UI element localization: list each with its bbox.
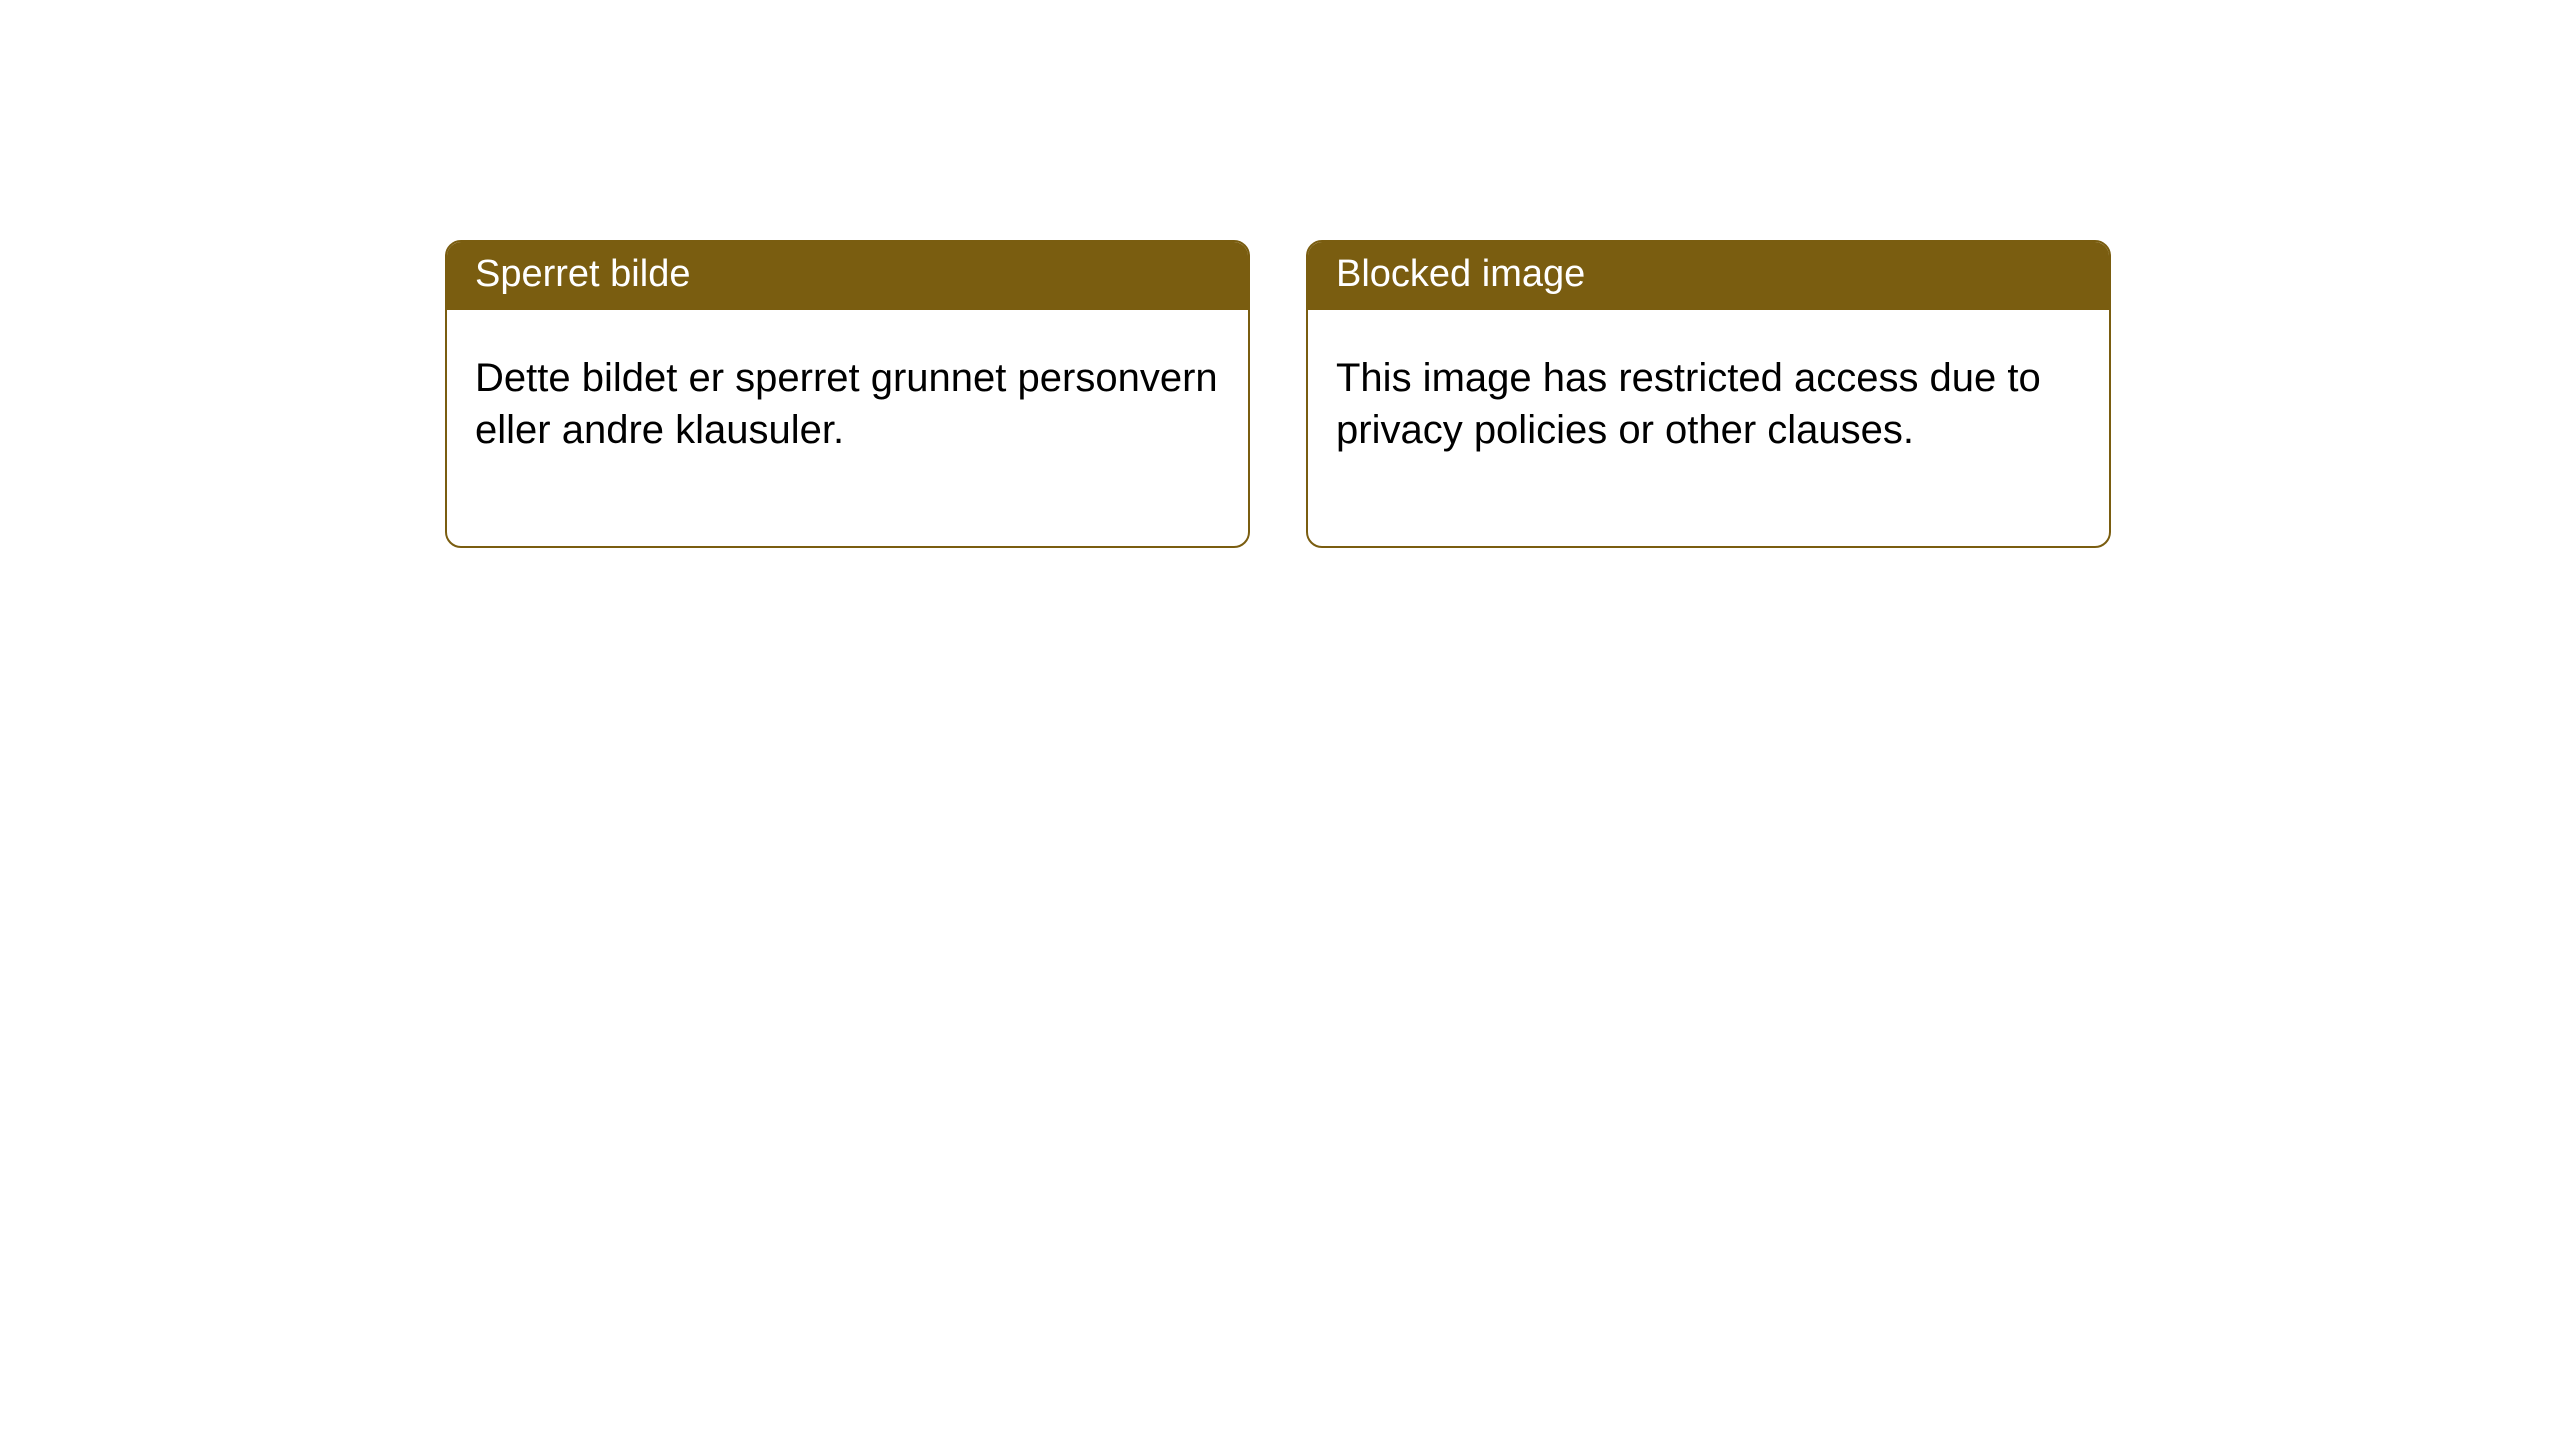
notice-header: Blocked image xyxy=(1308,242,2109,310)
notice-box-norwegian: Sperret bilde Dette bildet er sperret gr… xyxy=(445,240,1250,548)
notice-body: Dette bildet er sperret grunnet personve… xyxy=(447,310,1248,546)
notice-body: This image has restricted access due to … xyxy=(1308,310,2109,546)
notice-container: Sperret bilde Dette bildet er sperret gr… xyxy=(445,240,2111,548)
notice-header: Sperret bilde xyxy=(447,242,1248,310)
notice-box-english: Blocked image This image has restricted … xyxy=(1306,240,2111,548)
